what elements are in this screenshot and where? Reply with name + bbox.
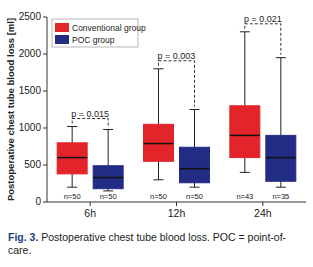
- median-line: [144, 143, 174, 145]
- whisker-upper: [158, 69, 159, 125]
- y-tick-label: 2500: [19, 11, 42, 22]
- box: [144, 124, 174, 161]
- x-tick-label: 12h: [168, 207, 186, 219]
- whisker-cap: [240, 172, 250, 173]
- y-tick: [43, 202, 47, 203]
- x-tick: [90, 202, 91, 206]
- y-tick: [43, 91, 47, 92]
- p-bracket: [245, 24, 281, 55]
- box: [93, 166, 123, 189]
- p-value: p = 0.015: [71, 109, 109, 119]
- whisker-upper: [108, 129, 109, 165]
- y-axis-label: Postoperative chest tube blood loss [ml]: [5, 18, 16, 201]
- n-label: n=50: [64, 192, 81, 201]
- p-bracket: [159, 61, 195, 107]
- x-tick-label: 6h: [84, 207, 96, 219]
- whisker-upper: [280, 58, 281, 136]
- median-line: [57, 157, 87, 159]
- whisker-cap: [276, 187, 286, 188]
- y-tick: [43, 54, 47, 55]
- median-line: [230, 135, 260, 137]
- whisker-cap: [190, 109, 200, 110]
- x-tick: [176, 202, 177, 206]
- whisker-cap: [67, 126, 77, 127]
- whisker-lower: [158, 161, 159, 180]
- whisker-cap: [240, 31, 250, 32]
- n-label: n=50: [150, 192, 167, 201]
- whisker-lower: [244, 158, 245, 173]
- whisker-cap: [190, 187, 200, 188]
- whisker-upper: [194, 110, 195, 148]
- whisker-upper: [72, 127, 73, 143]
- legend: Conventional group POC group: [52, 19, 146, 47]
- n-label: n=35: [272, 192, 289, 201]
- whisker-upper: [244, 32, 245, 106]
- box: [180, 147, 210, 183]
- caption: Fig. 3. Postoperative chest tube blood l…: [8, 231, 308, 257]
- box: [230, 106, 260, 158]
- x-tick-label: 24h: [254, 207, 272, 219]
- p-value: p = 0.003: [158, 51, 196, 61]
- whisker-cap: [154, 179, 164, 180]
- caption-text: Postoperative chest tube blood loss. POC…: [8, 231, 286, 256]
- whisker-lower: [194, 183, 195, 187]
- chart: Postoperative chest tube blood loss [ml]…: [0, 0, 313, 227]
- whisker-lower: [72, 174, 73, 187]
- median-line: [93, 177, 123, 179]
- box: [57, 143, 87, 174]
- n-label: n=43: [236, 192, 253, 201]
- caption-prefix: Fig. 3.: [8, 231, 38, 243]
- legend-label: Conventional group: [72, 23, 146, 33]
- y-tick-label: 1500: [19, 85, 42, 96]
- n-label: n=50: [186, 192, 203, 201]
- y-tick: [43, 128, 47, 129]
- plot-marks: [57, 32, 296, 191]
- y-tick: [43, 17, 47, 18]
- whisker-cap: [154, 68, 164, 69]
- y-tick-label: 2000: [19, 48, 42, 59]
- median-line: [180, 168, 210, 170]
- n-label: n=50: [100, 192, 117, 201]
- legend-swatch: [55, 35, 69, 44]
- whisker-cap: [103, 129, 113, 130]
- y-tick-label: 500: [24, 159, 41, 170]
- p-bracket: [72, 119, 108, 127]
- y-tick-label: 1000: [19, 122, 42, 133]
- legend-swatch: [55, 23, 69, 32]
- y-axis-line: [47, 17, 48, 202]
- whisker-cap: [67, 187, 77, 188]
- box: [266, 135, 296, 181]
- x-tick: [262, 202, 263, 206]
- y-tick: [43, 165, 47, 166]
- whisker-lower: [280, 181, 281, 187]
- p-value: p = 0.021: [244, 14, 282, 24]
- whisker-cap: [276, 57, 286, 58]
- legend-label: POC group: [72, 35, 115, 45]
- median-line: [266, 157, 296, 159]
- y-tick-label: 0: [35, 196, 41, 207]
